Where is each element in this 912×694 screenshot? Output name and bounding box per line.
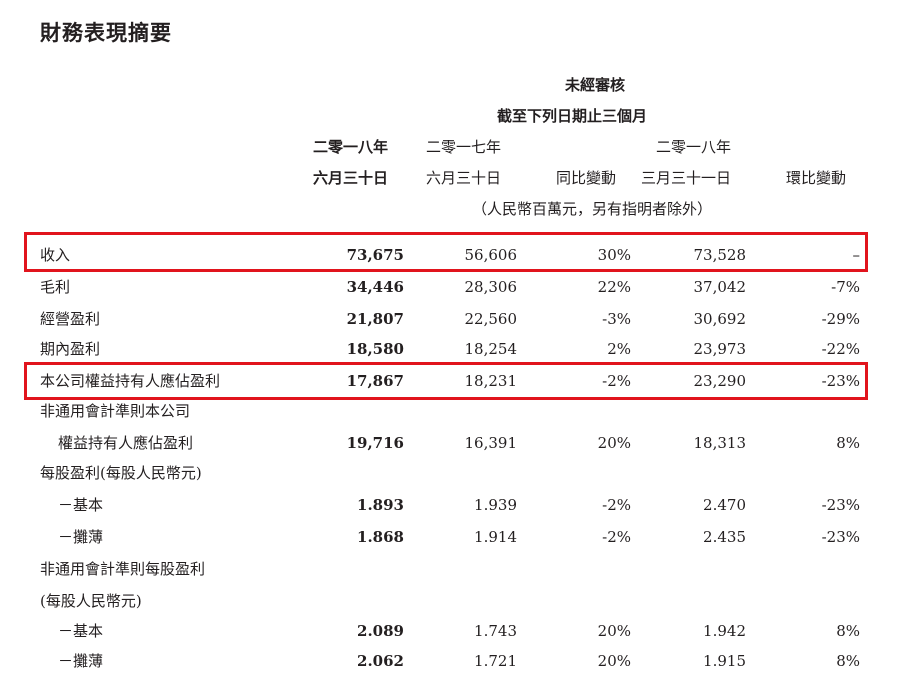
row-label: 收入 (40, 246, 71, 264)
cell-qoq: -23% (821, 372, 860, 390)
cell-yoy: 2% (607, 340, 631, 358)
cell-2017: 1.939 (474, 496, 517, 514)
header-period: 截至下列日期止三個月 (497, 107, 648, 125)
cell-qoq: 8% (836, 434, 860, 452)
row-label: 權益持有人應佔盈利 (58, 434, 194, 452)
cell-2017: 18,231 (464, 372, 518, 390)
row-label: －攤薄 (58, 652, 104, 670)
cell-yoy: 20% (597, 434, 631, 452)
cell-qoq: 8% (836, 622, 860, 640)
cell-2018: 21,807 (346, 310, 404, 328)
cell-2018: 2.062 (357, 652, 404, 670)
cell-yoy: 30% (597, 246, 631, 264)
col4-header-line2: 三月三十一日 (641, 169, 732, 187)
row-label: －基本 (58, 622, 104, 640)
cell-2018: 73,675 (346, 246, 404, 264)
cell-2018: 17,867 (346, 372, 404, 390)
cell-yoy: 20% (597, 652, 631, 670)
cell-2018q1: 1.942 (703, 622, 746, 640)
cell-2017: 28,306 (464, 278, 518, 296)
cell-qoq: -29% (821, 310, 860, 328)
cell-2018q1: 18,313 (693, 434, 747, 452)
units-note: （人民幣百萬元，另有指明者除外） (472, 200, 713, 218)
row-label: 非通用會計準則每股盈利 (40, 560, 206, 578)
cell-yoy: 22% (597, 278, 631, 296)
cell-2018q1: 23,973 (693, 340, 747, 358)
cell-2018q1: 1.915 (703, 652, 746, 670)
col1-header-line2: 六月三十日 (313, 169, 389, 187)
page-title: 財務表現摘要 (40, 21, 172, 45)
cell-2018: 19,716 (346, 434, 404, 452)
col4-header-line1: 二零一八年 (656, 138, 732, 156)
cell-2018q1: 37,042 (693, 278, 747, 296)
row-label: 毛利 (40, 278, 71, 296)
col1-header-line1: 二零一八年 (313, 138, 389, 156)
row-label: 本公司權益持有人應佔盈利 (40, 372, 221, 390)
cell-qoq: -23% (821, 528, 860, 546)
row-label: －基本 (58, 496, 104, 514)
cell-2017: 1.743 (474, 622, 517, 640)
row-label: 期內盈利 (40, 340, 101, 358)
cell-2018q1: 30,692 (693, 310, 747, 328)
cell-2017: 16,391 (464, 434, 518, 452)
cell-2018q1: 2.470 (703, 496, 746, 514)
cell-qoq: -22% (821, 340, 860, 358)
cell-qoq: -23% (821, 496, 860, 514)
cell-yoy: -2% (602, 496, 631, 514)
cell-yoy: -2% (602, 528, 631, 546)
col2-header-line2: 六月三十日 (426, 169, 502, 187)
row-label: 經營盈利 (40, 310, 101, 328)
cell-2018: 34,446 (346, 278, 404, 296)
cell-qoq: – (852, 246, 861, 264)
cell-2017: 1.721 (474, 652, 517, 670)
cell-2018q1: 73,528 (693, 246, 747, 264)
cell-2018q1: 23,290 (693, 372, 747, 390)
row-label: 非通用會計準則本公司 (40, 402, 191, 420)
highlight-box-profit-attributable (24, 362, 868, 400)
col5-header: 環比變動 (786, 169, 847, 187)
cell-yoy: -3% (602, 310, 631, 328)
cell-2018: 1.868 (357, 528, 404, 546)
row-label: (每股人民幣元) (40, 592, 142, 610)
cell-2018: 2.089 (357, 622, 404, 640)
col3-header: 同比變動 (556, 169, 617, 187)
cell-yoy: -2% (602, 372, 631, 390)
col2-header-line1: 二零一七年 (426, 138, 502, 156)
cell-qoq: 8% (836, 652, 860, 670)
row-label: 每股盈利(每股人民幣元) (40, 464, 202, 482)
cell-2017: 22,560 (464, 310, 518, 328)
cell-yoy: 20% (597, 622, 631, 640)
header-unaudited: 未經審核 (565, 76, 626, 94)
cell-2018: 1.893 (357, 496, 404, 514)
cell-2017: 18,254 (464, 340, 518, 358)
cell-2018q1: 2.435 (703, 528, 746, 546)
cell-2017: 1.914 (474, 528, 517, 546)
cell-2018: 18,580 (346, 340, 404, 358)
cell-2017: 56,606 (464, 246, 518, 264)
row-label: －攤薄 (58, 528, 104, 546)
highlight-box-revenue (24, 232, 868, 272)
cell-qoq: -7% (831, 278, 860, 296)
